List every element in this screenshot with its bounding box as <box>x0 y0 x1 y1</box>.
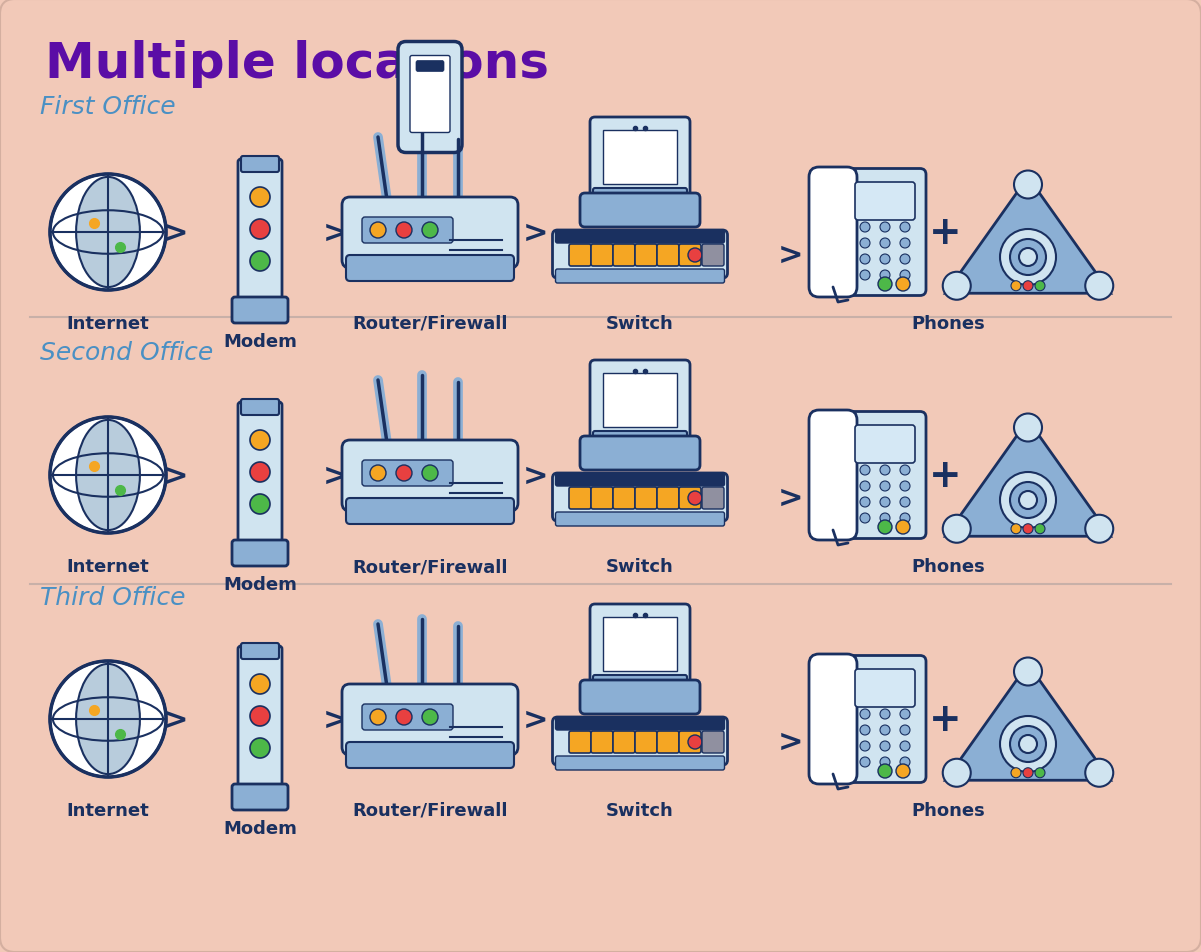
Circle shape <box>50 662 166 777</box>
FancyBboxPatch shape <box>342 684 518 755</box>
Text: Internet: Internet <box>66 558 149 575</box>
FancyBboxPatch shape <box>362 461 453 486</box>
Circle shape <box>370 709 386 725</box>
Text: >: > <box>162 704 187 734</box>
Circle shape <box>250 706 270 726</box>
FancyBboxPatch shape <box>591 487 613 509</box>
Circle shape <box>396 223 412 239</box>
Text: Computers: Computers <box>585 447 695 466</box>
Text: Modem: Modem <box>223 575 297 593</box>
Text: >: > <box>777 240 802 269</box>
FancyBboxPatch shape <box>569 487 591 509</box>
FancyBboxPatch shape <box>703 487 724 509</box>
Text: +: + <box>928 701 961 738</box>
Circle shape <box>50 175 166 290</box>
FancyBboxPatch shape <box>590 605 691 684</box>
FancyBboxPatch shape <box>569 245 591 267</box>
Circle shape <box>1010 240 1046 276</box>
FancyBboxPatch shape <box>362 218 453 244</box>
Circle shape <box>878 521 892 534</box>
Circle shape <box>422 223 438 239</box>
Text: Modem: Modem <box>223 819 297 837</box>
Circle shape <box>1035 525 1045 534</box>
Circle shape <box>1000 229 1056 286</box>
FancyBboxPatch shape <box>346 499 514 525</box>
Circle shape <box>943 515 970 544</box>
Circle shape <box>1018 248 1036 267</box>
Circle shape <box>50 418 166 533</box>
Circle shape <box>422 466 438 482</box>
Circle shape <box>250 494 270 514</box>
Circle shape <box>880 513 890 524</box>
Circle shape <box>250 674 270 694</box>
Circle shape <box>422 709 438 725</box>
Text: +: + <box>928 214 961 251</box>
FancyBboxPatch shape <box>556 717 724 730</box>
Circle shape <box>1086 759 1113 787</box>
FancyBboxPatch shape <box>635 731 657 753</box>
Circle shape <box>880 255 890 265</box>
FancyBboxPatch shape <box>679 245 701 267</box>
Circle shape <box>860 223 870 232</box>
Circle shape <box>880 239 890 248</box>
Circle shape <box>880 498 890 507</box>
Circle shape <box>1000 472 1056 528</box>
Circle shape <box>900 709 910 720</box>
Circle shape <box>1023 768 1033 778</box>
FancyBboxPatch shape <box>238 646 282 792</box>
Circle shape <box>1010 726 1046 763</box>
Text: Router/Firewall: Router/Firewall <box>352 802 508 819</box>
Circle shape <box>860 742 870 751</box>
FancyBboxPatch shape <box>613 487 635 509</box>
Circle shape <box>880 482 890 491</box>
Circle shape <box>370 466 386 482</box>
FancyBboxPatch shape <box>241 644 279 660</box>
Circle shape <box>1014 658 1042 685</box>
FancyBboxPatch shape <box>855 426 915 464</box>
Text: Router/Firewall: Router/Firewall <box>352 558 508 575</box>
Circle shape <box>688 248 703 263</box>
FancyBboxPatch shape <box>569 731 591 753</box>
Circle shape <box>880 270 890 281</box>
FancyBboxPatch shape <box>416 62 444 72</box>
FancyBboxPatch shape <box>657 245 679 267</box>
Text: >: > <box>522 704 548 734</box>
Circle shape <box>250 251 270 271</box>
Text: ^: ^ <box>629 216 651 240</box>
Circle shape <box>880 466 890 475</box>
Circle shape <box>1014 414 1042 442</box>
FancyBboxPatch shape <box>657 487 679 509</box>
FancyBboxPatch shape <box>679 487 701 509</box>
FancyBboxPatch shape <box>346 743 514 768</box>
Circle shape <box>900 757 910 767</box>
Polygon shape <box>945 178 1111 294</box>
Text: >: > <box>777 483 802 512</box>
Text: Phones: Phones <box>912 558 985 575</box>
FancyBboxPatch shape <box>552 473 728 522</box>
Circle shape <box>860 239 870 248</box>
FancyBboxPatch shape <box>241 400 279 416</box>
Circle shape <box>1000 716 1056 772</box>
Circle shape <box>1011 525 1021 534</box>
Polygon shape <box>945 664 1111 781</box>
Text: Computers: Computers <box>585 205 695 223</box>
Circle shape <box>900 255 910 265</box>
FancyBboxPatch shape <box>591 731 613 753</box>
Text: Phones: Phones <box>912 802 985 819</box>
Text: ^: ^ <box>418 139 442 167</box>
FancyBboxPatch shape <box>241 157 279 173</box>
Text: Multiple locations: Multiple locations <box>44 40 549 88</box>
Circle shape <box>1018 491 1036 509</box>
FancyBboxPatch shape <box>556 512 724 526</box>
FancyBboxPatch shape <box>346 256 514 282</box>
FancyBboxPatch shape <box>238 403 282 548</box>
FancyBboxPatch shape <box>657 731 679 753</box>
Text: >: > <box>522 218 548 248</box>
Circle shape <box>688 491 703 506</box>
FancyBboxPatch shape <box>603 617 677 671</box>
FancyBboxPatch shape <box>593 431 687 446</box>
FancyBboxPatch shape <box>809 168 858 298</box>
Circle shape <box>900 482 910 491</box>
FancyBboxPatch shape <box>398 43 462 153</box>
